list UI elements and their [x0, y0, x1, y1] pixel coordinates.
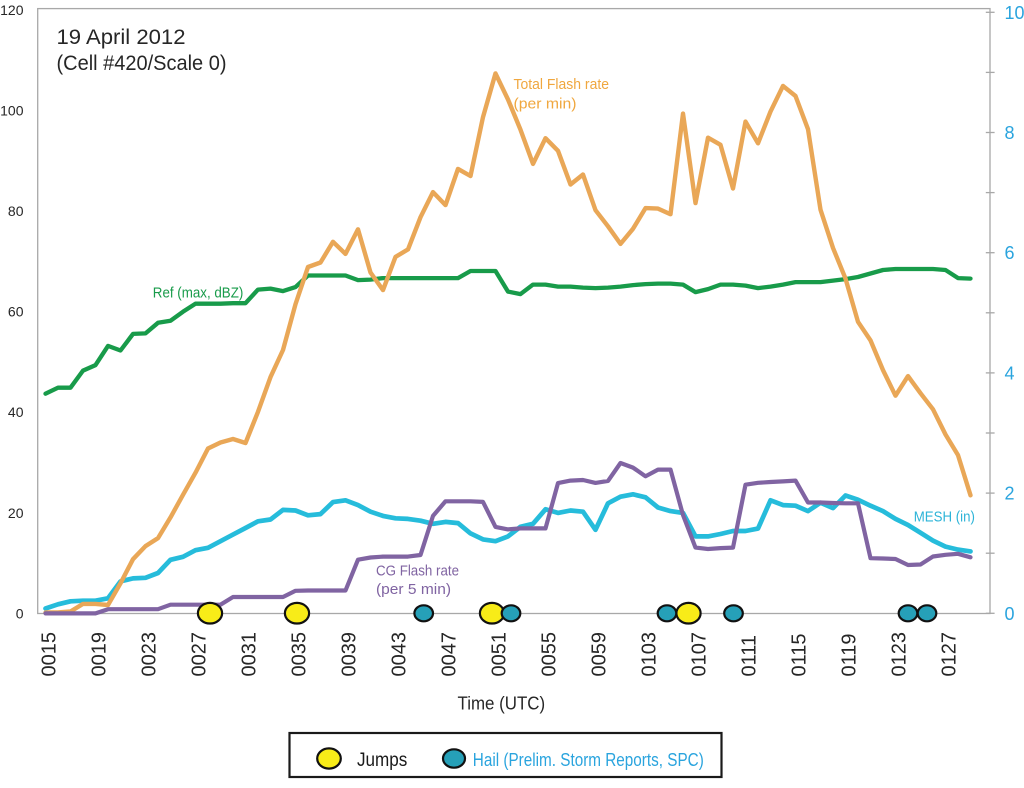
- svg-text:20: 20: [8, 505, 24, 521]
- svg-text:8: 8: [1005, 123, 1015, 143]
- svg-text:19 April 2012: 19 April 2012: [57, 26, 186, 49]
- svg-text:0035: 0035: [288, 632, 310, 677]
- svg-text:0055: 0055: [538, 632, 560, 677]
- svg-text:60: 60: [8, 304, 24, 320]
- svg-text:0043: 0043: [388, 632, 410, 677]
- svg-text:0: 0: [1005, 604, 1015, 624]
- svg-text:(per 5 min): (per 5 min): [376, 581, 451, 598]
- svg-text:0051: 0051: [488, 632, 510, 677]
- svg-text:(Cell #420/Scale 0): (Cell #420/Scale 0): [57, 52, 227, 75]
- svg-text:0103: 0103: [638, 632, 660, 677]
- svg-text:0047: 0047: [438, 632, 460, 677]
- svg-text:40: 40: [8, 404, 24, 420]
- svg-text:0107: 0107: [688, 632, 710, 677]
- svg-text:0: 0: [16, 605, 24, 621]
- svg-text:0127: 0127: [938, 632, 960, 677]
- svg-text:Total Flash rate: Total Flash rate: [514, 76, 610, 93]
- svg-text:10: 10: [1005, 3, 1024, 23]
- svg-text:0123: 0123: [888, 632, 910, 677]
- svg-text:Ref (max, dBZ): Ref (max, dBZ): [153, 285, 244, 302]
- svg-text:0115: 0115: [788, 633, 810, 676]
- svg-text:0111: 0111: [738, 635, 760, 677]
- svg-text:CG Flash rate: CG Flash rate: [376, 562, 459, 579]
- svg-text:Hail (Prelim. Storm Reports, S: Hail (Prelim. Storm Reports, SPC): [473, 750, 704, 770]
- svg-text:2: 2: [1005, 484, 1015, 504]
- svg-text:0019: 0019: [88, 632, 110, 677]
- svg-text:0027: 0027: [188, 632, 210, 677]
- svg-text:4: 4: [1005, 363, 1015, 383]
- svg-text:0023: 0023: [138, 632, 160, 677]
- svg-text:120: 120: [0, 2, 24, 18]
- svg-text:6: 6: [1005, 243, 1015, 263]
- svg-text:0015: 0015: [38, 632, 60, 677]
- svg-text:(per min): (per min): [514, 96, 577, 113]
- svg-text:Jumps: Jumps: [357, 750, 407, 771]
- svg-text:Time (UTC): Time (UTC): [458, 694, 546, 714]
- svg-text:MESH (in): MESH (in): [914, 509, 975, 526]
- svg-text:0039: 0039: [338, 632, 360, 677]
- svg-text:0059: 0059: [588, 632, 610, 677]
- svg-text:0031: 0031: [238, 632, 260, 677]
- svg-text:0119: 0119: [838, 633, 860, 676]
- svg-text:100: 100: [0, 103, 24, 119]
- svg-text:80: 80: [8, 203, 24, 219]
